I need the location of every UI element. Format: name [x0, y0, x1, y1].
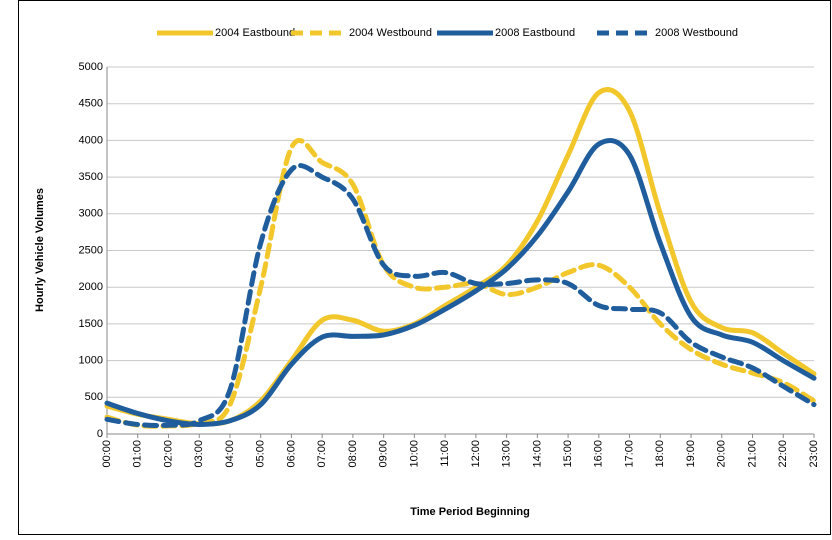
- x-tick-label: 01:00: [132, 440, 144, 468]
- legend-label: 2008 Westbound: [655, 27, 738, 39]
- x-tick-label: 13:00: [501, 440, 513, 468]
- legend-label: 2004 Eastbound: [215, 27, 295, 39]
- y-tick-label: 3000: [79, 208, 103, 220]
- x-tick-label: 04:00: [224, 440, 236, 468]
- x-tick-label: 17:00: [623, 440, 635, 468]
- y-tick-label: 2000: [79, 281, 103, 293]
- x-tick-label: 03:00: [193, 440, 205, 468]
- x-tick-label: 00:00: [101, 440, 113, 468]
- y-tick-label: 2500: [79, 244, 103, 256]
- y-tick-label: 3500: [79, 171, 103, 183]
- x-tick-label: 02:00: [162, 440, 174, 468]
- y-tick-label: 1000: [79, 355, 103, 367]
- series-line: [104, 138, 817, 429]
- y-tick-label: 4500: [79, 98, 103, 110]
- series-line: [104, 138, 817, 427]
- x-tick-label: 14:00: [531, 440, 543, 468]
- chart-frame: [18, 0, 831, 535]
- x-tick-label: 12:00: [470, 440, 482, 468]
- y-tick-label: 500: [85, 391, 103, 403]
- legend-label: 2008 Eastbound: [495, 27, 575, 39]
- y-tick-label: 5000: [79, 61, 103, 73]
- x-tick-label: 05:00: [255, 440, 267, 468]
- x-tick-label: 09:00: [378, 440, 390, 468]
- x-tick-label: 07:00: [316, 440, 328, 468]
- y-tick-label: 1500: [79, 318, 103, 330]
- x-tick-label: 18:00: [654, 440, 666, 468]
- series-line: [104, 163, 817, 428]
- x-tick-label: 23:00: [808, 440, 820, 468]
- x-tick-label: 20:00: [716, 440, 728, 468]
- x-tick-label: 21:00: [746, 440, 758, 468]
- y-axis-title: Hourly Vehicle Volumes: [34, 188, 46, 312]
- legend-label: 2004 Westbound: [349, 27, 432, 39]
- x-tick-label: 10:00: [408, 440, 420, 468]
- x-tick-label: 16:00: [593, 440, 605, 468]
- y-tick-label: 0: [97, 428, 103, 440]
- x-tick-label: 15:00: [562, 440, 574, 468]
- x-tick-label: 19:00: [685, 440, 697, 468]
- x-tick-label: 22:00: [777, 440, 789, 468]
- x-tick-label: 08:00: [347, 440, 359, 468]
- y-tick-label: 4000: [79, 134, 103, 146]
- x-tick-label: 06:00: [285, 440, 297, 468]
- x-axis-title: Time Period Beginning: [410, 506, 530, 518]
- x-tick-label: 11:00: [439, 440, 451, 467]
